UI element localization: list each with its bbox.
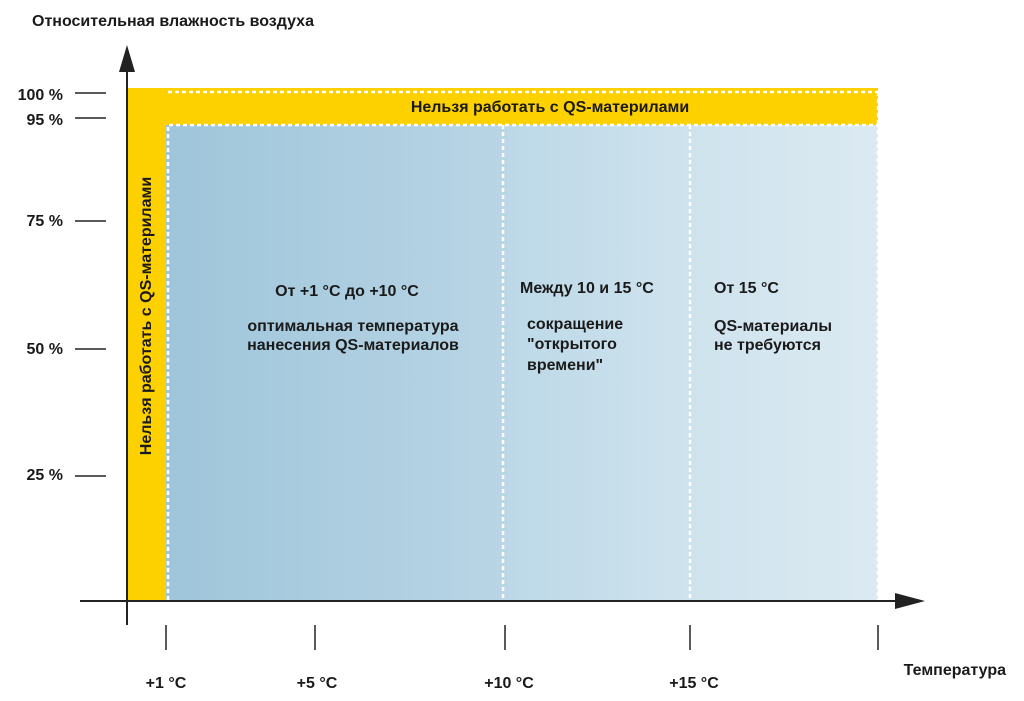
- region-text: нанесения QS-материалов: [247, 337, 459, 354]
- region-text: сокращение: [527, 316, 623, 333]
- region-heading: Между 10 и 15 °C: [520, 280, 654, 297]
- y-tick-label: 25 %: [27, 467, 63, 484]
- left-zone-label: Нельзя работать с QS-материлами: [138, 177, 155, 455]
- top-zone-label: Нельзя работать с QS-материлами: [411, 99, 689, 116]
- region-text: времени": [527, 357, 603, 374]
- y-tick-label: 100 %: [18, 87, 63, 104]
- x-tick-label: +15 °C: [669, 675, 719, 692]
- zone-top-forbidden: [166, 88, 878, 125]
- y-tick-label: 50 %: [27, 341, 63, 358]
- y-tick-label: 95 %: [27, 112, 63, 129]
- y-axis-title: Относительная влажность воздуха: [32, 13, 314, 30]
- region-text: оптимальная температура: [247, 318, 458, 335]
- region-text: не требуются: [714, 337, 821, 354]
- x-tick-label: +5 °C: [297, 675, 338, 692]
- zone-not-required: [690, 125, 878, 601]
- y-arrow: [119, 45, 135, 72]
- region-heading: От 15 °C: [714, 280, 779, 297]
- zone-reduced: [503, 125, 690, 601]
- x-axis-title: Температура: [904, 662, 1006, 679]
- x-tick-label: +10 °C: [484, 675, 534, 692]
- x-arrow: [895, 593, 925, 609]
- region-heading: От +1 °C до +10 °C: [275, 283, 419, 300]
- zone-border: [166, 123, 880, 600]
- region-text: QS-материалы: [714, 318, 832, 335]
- zone-left-forbidden: [127, 88, 166, 601]
- y-tick-label: 75 %: [27, 213, 63, 230]
- x-tick-label: +1 °C: [146, 675, 187, 692]
- region-text: "открытого: [527, 336, 617, 353]
- zone-optimal: [166, 125, 503, 601]
